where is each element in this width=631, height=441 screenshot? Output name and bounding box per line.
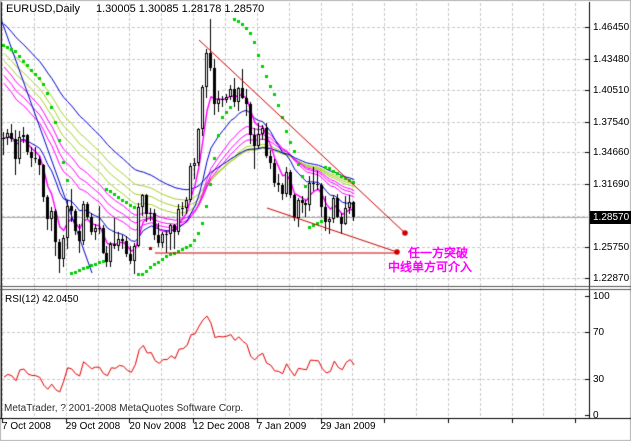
time-axis-label: 12 Dec 2008 xyxy=(193,421,250,432)
price-axis-label: 1.31690 xyxy=(593,179,630,190)
price-axis-label: 1.25750 xyxy=(593,242,630,254)
rsi-axis-label: 70 xyxy=(593,326,605,338)
rsi-axis-label: 100 xyxy=(593,291,610,302)
price-axis-label: 1.34660 xyxy=(593,147,630,159)
current-price-tag: 1.28570 xyxy=(590,211,631,224)
time-axis-label: 29 Jan 2009 xyxy=(320,421,376,432)
price-axis-label: 1.46450 xyxy=(593,22,630,33)
price-axis-label: 1.37540 xyxy=(593,116,630,128)
price-axis-label: 1.40510 xyxy=(593,85,630,97)
symbol-timeframe-label: EURUSD,Daily xyxy=(6,3,80,15)
rsi-axis-label: 0 xyxy=(593,410,599,421)
time-axis-label: 7 Jan 2009 xyxy=(256,421,307,432)
rsi-indicator-label: RSI(12) 42.0450 xyxy=(5,294,79,305)
copyright-text: MetaTrader, ? 2001-2008 MetaQuotes Softw… xyxy=(4,403,244,414)
time-axis-label: 20 Nov 2008 xyxy=(129,421,187,432)
annotation-line2: 中线单方可介入 xyxy=(388,260,473,274)
chart-title: EURUSD,Daily 1.30005 1.30085 1.28178 1.28… xyxy=(6,3,264,15)
ohlc-values: 1.30005 1.30085 1.28178 1.28570 xyxy=(95,3,265,15)
trade-note-annotation[interactable]: 任一方突破 中线单方可介入 xyxy=(388,246,472,274)
rsi-axis-label: 30 xyxy=(593,374,605,386)
time-axis-label: 29 Oct 2008 xyxy=(65,421,121,432)
time-axis-label: 7 Oct 2008 xyxy=(2,421,51,432)
price-axis-label: 1.22870 xyxy=(593,272,630,284)
annotation-line1: 任一方突破 xyxy=(408,246,469,260)
price-axis-label: 1.43480 xyxy=(593,53,630,65)
